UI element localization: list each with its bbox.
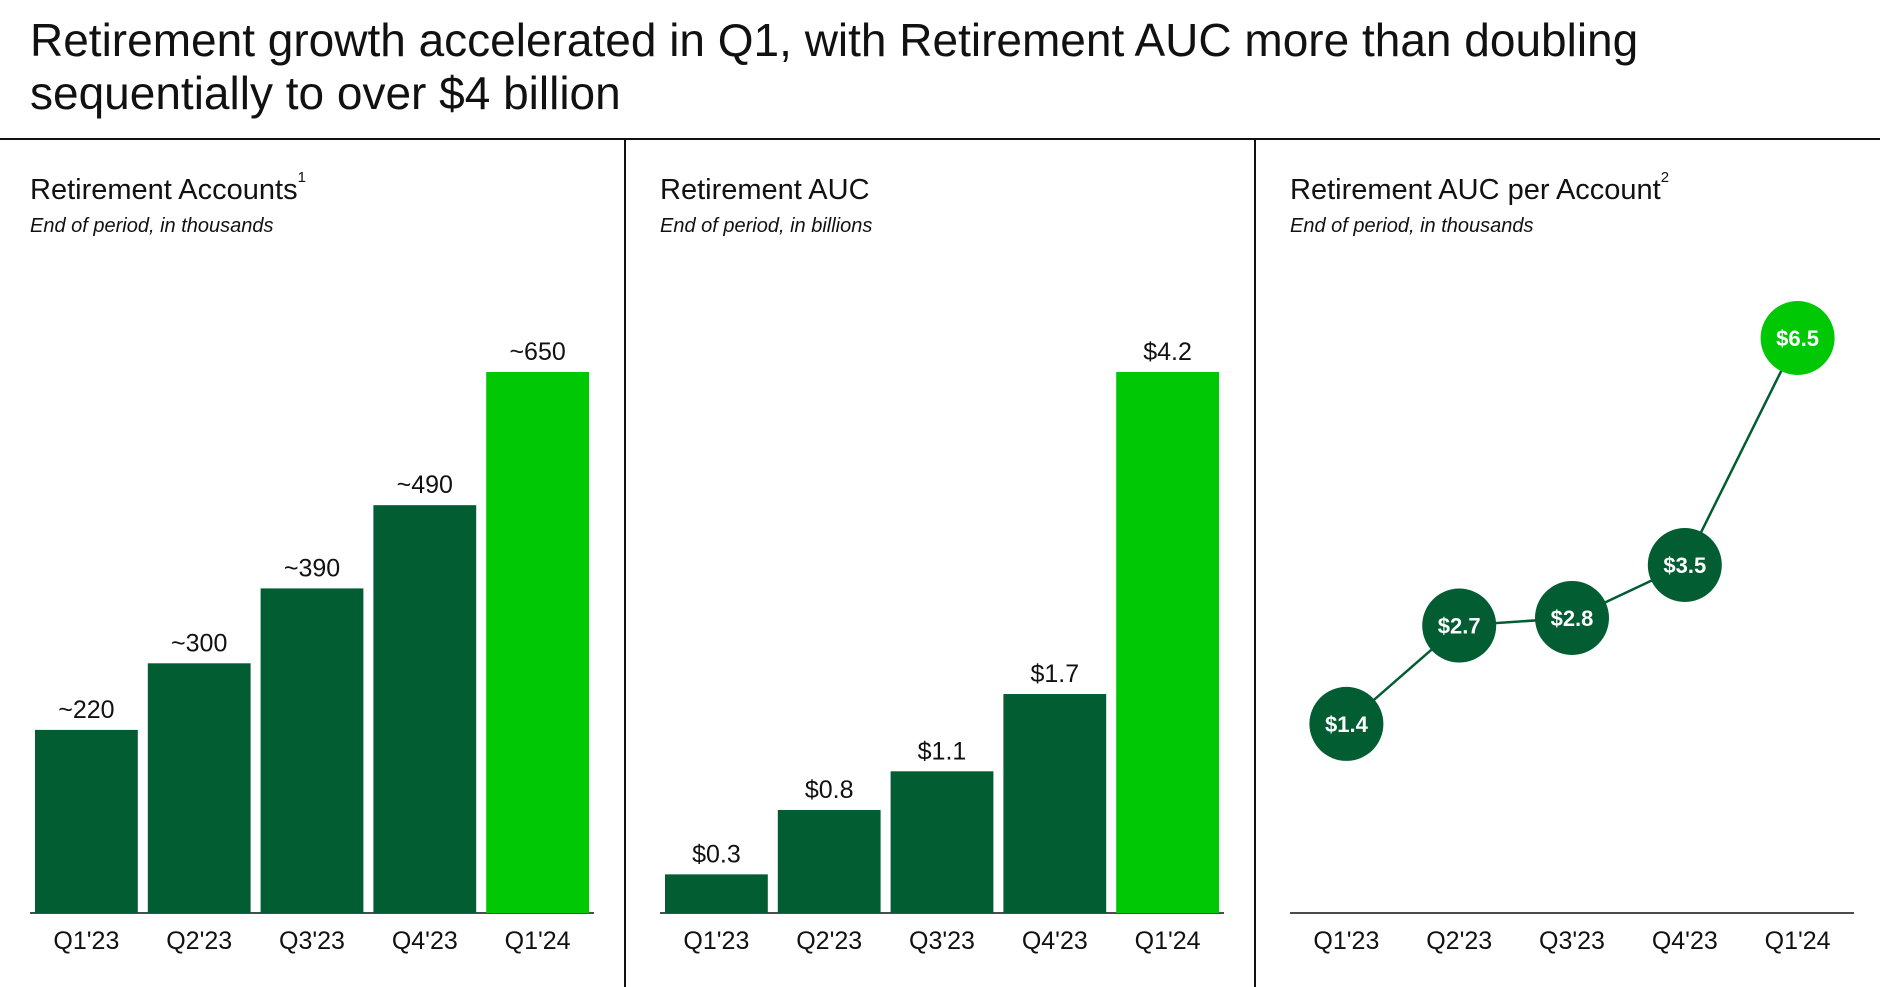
x-tick-label: Q4'23 (392, 927, 458, 955)
data-label: $2.8 (1551, 606, 1594, 631)
bar (1116, 372, 1219, 913)
chart-subtitle: End of period, in thousands (30, 215, 274, 237)
x-tick-label: Q2'23 (1426, 927, 1492, 955)
bar (147, 663, 251, 913)
x-tick-label: Q4'23 (1652, 927, 1718, 955)
data-label: ~390 (284, 554, 340, 582)
x-tick-label: Q2'23 (796, 927, 862, 955)
data-point (1760, 301, 1835, 375)
bar (260, 588, 364, 913)
chart-subtitle: End of period, in billions (660, 215, 873, 237)
data-label: $1.1 (918, 737, 967, 765)
data-point (1422, 588, 1497, 663)
retirement-auc-chart: $0.3 Q1'23 $0.8 Q2'23 $1.1 Q3'23 $1.7 Q4'23 $4.2… (660, 338, 1224, 955)
x-tick-label: Q1'23 (53, 927, 119, 955)
bar (1003, 694, 1107, 913)
x-tick-label: Q1'23 (683, 927, 749, 955)
series-line (1345, 337, 1799, 725)
page-title: Retirement growth accelerated in Q1, wit… (30, 14, 1639, 119)
data-label: $1.4 (1325, 712, 1369, 737)
auc-per-account-panel: Retirement AUC per Account2 End of perio… (1260, 140, 1880, 987)
x-tick-label: Q1'24 (505, 927, 571, 955)
data-label: $1.7 (1030, 660, 1079, 688)
chart-title: Retirement AUC (660, 174, 870, 206)
data-point (1647, 528, 1722, 602)
chart-subtitle: End of period, in thousands (1290, 215, 1534, 237)
bar (486, 372, 589, 913)
data-label: $2.7 (1438, 614, 1481, 639)
bar (777, 809, 881, 913)
data-label: $0.8 (805, 776, 854, 804)
data-label: $6.5 (1776, 326, 1819, 351)
retirement-accounts-chart: ~220 Q1'23 ~300 Q2'23 ~390 Q3'23 ~490 Q4'23 ~650… (30, 338, 594, 955)
header-divider (0, 138, 1880, 140)
footnote-marker: 1 (297, 169, 306, 187)
x-tick-label: Q1'24 (1765, 927, 1831, 955)
data-point (1309, 686, 1384, 761)
auc-per-account-chart: $1.4 Q1'23 $2.7 Q2'23 $2.8 Q3'23 $3.5 Q4'23 $6.5… (1290, 301, 1854, 955)
retirement-auc-panel: Retirement AUC End of period, in billion… (630, 140, 1256, 987)
panel-divider (1254, 139, 1256, 987)
retirement-accounts-panel: Retirement Accounts1 End of period, in t… (0, 140, 626, 987)
x-tick-label: Q1'23 (1313, 927, 1379, 955)
x-tick-label: Q3'23 (279, 927, 345, 955)
panel-divider (624, 139, 626, 987)
data-label: $4.2 (1143, 338, 1192, 366)
data-point (1535, 580, 1609, 655)
data-label: $3.5 (1663, 553, 1706, 578)
x-tick-label: Q2'23 (166, 927, 232, 955)
bar (373, 505, 477, 913)
bar (665, 874, 768, 913)
x-tick-label: Q1'24 (1135, 927, 1201, 955)
data-label: ~300 (171, 629, 227, 657)
chart-title: Retirement AUC per Account2 (1290, 169, 1670, 206)
x-tick-label: Q4'23 (1022, 927, 1088, 955)
data-label: ~650 (509, 338, 565, 366)
data-label: ~220 (58, 696, 114, 724)
bar (35, 729, 138, 913)
chart-title: Retirement Accounts1 (30, 169, 306, 206)
bar (890, 771, 994, 913)
data-label: ~490 (397, 471, 453, 499)
data-label: $0.3 (692, 840, 741, 868)
x-tick-label: Q3'23 (1539, 927, 1605, 955)
footnote-marker: 2 (1660, 169, 1670, 187)
x-tick-label: Q3'23 (909, 927, 975, 955)
